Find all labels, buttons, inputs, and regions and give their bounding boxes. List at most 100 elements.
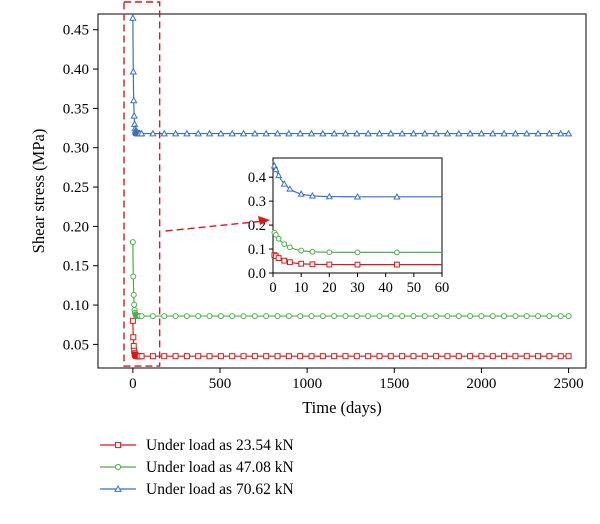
data-point	[263, 353, 270, 360]
data-point	[535, 353, 542, 360]
data-point	[501, 313, 508, 320]
inset-data-point	[287, 244, 293, 251]
series-circle	[129, 239, 572, 320]
data-point	[409, 129, 418, 137]
y-tick-label: 0.45	[63, 23, 89, 39]
inset-y-tick-label: 0.0	[248, 266, 266, 282]
data-point	[443, 129, 452, 137]
x-axis-title: Time (days)	[302, 398, 382, 417]
inset-data-point	[287, 259, 293, 266]
data-point	[432, 129, 440, 137]
x-tick-label: 1000	[292, 376, 322, 392]
data-point	[285, 129, 293, 137]
data-point	[535, 313, 542, 320]
inset-x-tick-label: 0	[269, 280, 276, 296]
inset-data-point	[309, 261, 316, 268]
inset-x-tick-label: 50	[407, 280, 422, 296]
inset-data-point	[275, 255, 282, 261]
data-point	[206, 353, 213, 360]
data-point	[376, 313, 383, 320]
data-point	[523, 313, 530, 320]
legend-label: Under load as 47.08 kN	[146, 459, 294, 476]
data-point	[274, 313, 281, 320]
data-point	[217, 313, 224, 320]
legend-label: Under load as 23.54 kN	[146, 437, 294, 454]
data-point	[331, 353, 338, 360]
data-point	[240, 313, 247, 320]
y-tick-label: 0.15	[63, 259, 89, 275]
inset-data-point	[394, 249, 400, 256]
data-point	[308, 313, 315, 320]
data-point	[183, 313, 190, 320]
data-point	[512, 313, 519, 320]
inset-x-tick-label: 40	[378, 280, 393, 296]
data-point	[387, 129, 395, 137]
data-point	[319, 313, 326, 320]
legend: Under load as 23.54 kN Under load as 47.0…	[100, 437, 294, 498]
plot-frame	[97, 13, 587, 369]
data-point	[565, 353, 572, 360]
data-point	[129, 67, 138, 75]
data-point	[319, 129, 327, 137]
data-point	[297, 313, 304, 320]
y-tick-label: 0.25	[63, 180, 89, 196]
inset-x-tick-label: 10	[294, 280, 309, 296]
data-point	[129, 317, 136, 324]
legend-marker	[114, 441, 122, 449]
inset-data-point	[272, 231, 279, 238]
data-point	[129, 14, 137, 21]
y-axis-title: Shear stress (MPa)	[29, 129, 48, 254]
data-point	[557, 313, 564, 320]
data-point	[194, 129, 202, 137]
inset-series-circle	[271, 229, 442, 256]
inset-data-point	[275, 171, 283, 179]
x-tick-label: 2000	[466, 376, 496, 392]
data-point	[251, 129, 259, 137]
x-tick-label: 0	[129, 376, 137, 392]
inset-data-point	[272, 165, 280, 173]
data-point	[546, 313, 553, 320]
y-tick-label: 0.20	[63, 219, 89, 235]
data-point	[149, 313, 156, 320]
data-point	[297, 353, 304, 360]
inset-plot: 0 10 20 30 40 50 600.00.10.20.30.4	[165, 157, 450, 296]
data-point	[410, 313, 417, 320]
data-point	[489, 129, 497, 137]
data-point	[387, 353, 394, 360]
data-point	[467, 353, 474, 360]
data-point	[433, 353, 440, 360]
data-point	[489, 353, 496, 360]
inset-x-tick-label: 60	[435, 280, 450, 296]
data-point	[285, 313, 292, 320]
inset-data-point	[286, 185, 294, 192]
inset-y-tick-label: 0.4	[248, 170, 267, 186]
data-point	[376, 353, 383, 360]
inset-data-point	[308, 191, 317, 199]
inset-y-tick-label: 0.1	[248, 242, 266, 258]
data-point	[206, 313, 213, 320]
inset-data-point	[281, 241, 288, 248]
data-point	[273, 129, 282, 137]
data-point	[217, 353, 224, 360]
inset-data-point	[326, 249, 333, 256]
data-point	[500, 129, 508, 137]
data-point	[342, 313, 349, 320]
legend-marker	[114, 484, 122, 492]
data-point	[455, 129, 463, 137]
data-point	[444, 313, 451, 320]
data-point	[467, 313, 474, 320]
data-point	[353, 313, 360, 320]
inset-data-point	[393, 193, 401, 200]
data-point	[307, 129, 316, 137]
data-point	[557, 353, 564, 360]
data-point	[129, 239, 136, 246]
data-point	[375, 129, 384, 137]
inset-data-point	[326, 261, 333, 268]
data-point	[195, 353, 202, 360]
data-point	[341, 129, 350, 137]
x-tick-label: 500	[209, 376, 232, 392]
inset-data-point	[275, 235, 282, 242]
series-triangle	[129, 14, 573, 137]
zoom-arrow-line	[165, 220, 262, 232]
